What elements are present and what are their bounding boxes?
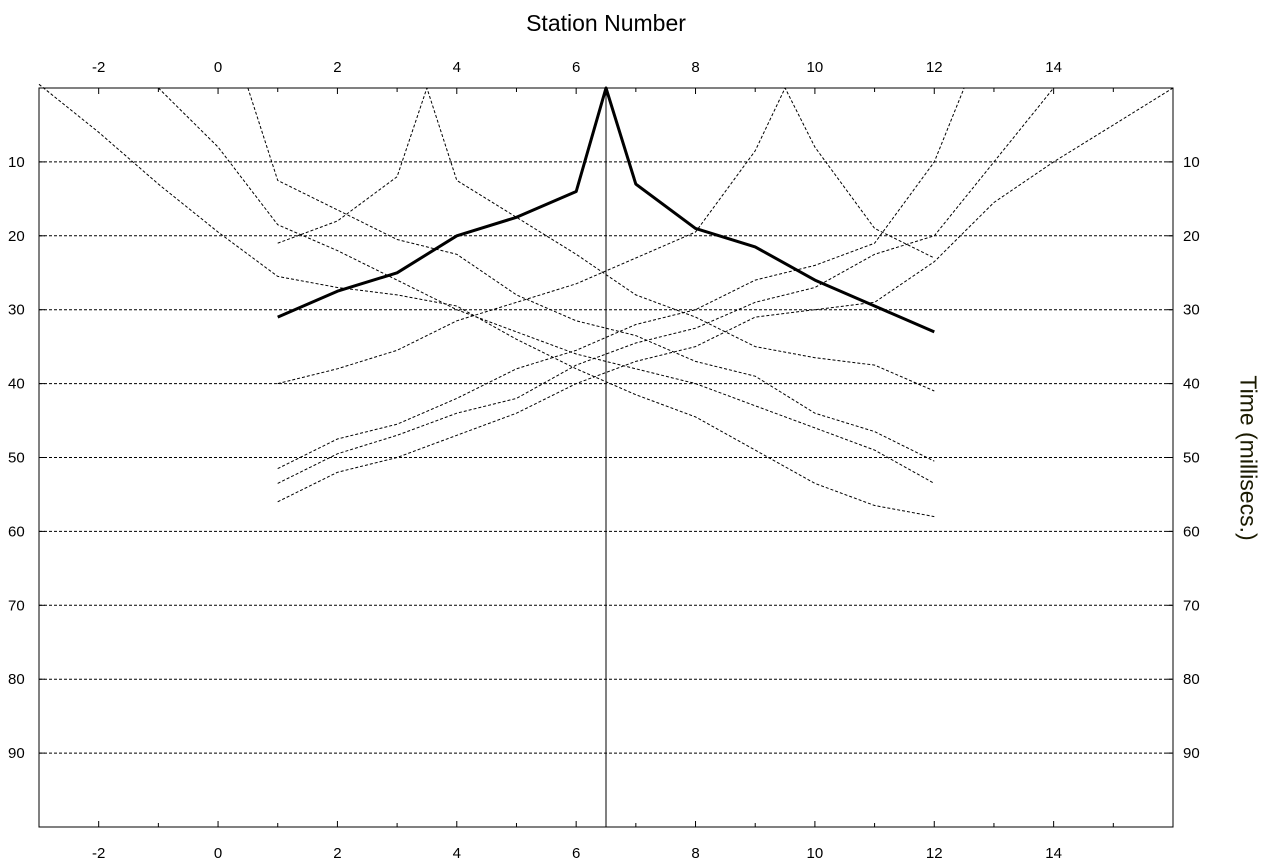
y-tick-label-right: 70 (1183, 597, 1200, 614)
x-tick-label-bottom: 2 (333, 845, 341, 862)
x-tick-label-bottom: -2 (92, 845, 105, 862)
y-tick-label-right: 80 (1183, 671, 1200, 688)
y-tick-label-right: 20 (1183, 228, 1200, 245)
y-tick-label-left: 20 (8, 228, 25, 245)
series-line-5 (277, 87, 935, 392)
y-tick-label-right: 10 (1183, 154, 1200, 171)
y-tick-label-left: 70 (8, 597, 25, 614)
series-line-2 (38, 83, 935, 518)
y-tick-label-right: 90 (1183, 745, 1200, 762)
y-tick-label-right: 60 (1183, 523, 1200, 540)
x-tick-label-bottom: 4 (453, 845, 461, 862)
x-tick-label-top: 4 (453, 59, 461, 76)
y-tick-label-right: 30 (1183, 302, 1200, 319)
x-tick-label-top: 14 (1045, 59, 1062, 76)
series-line-6 (277, 87, 935, 385)
x-tick-label-bottom: 12 (926, 845, 943, 862)
x-tick-label-top: 12 (926, 59, 943, 76)
x-tick-label-bottom: 6 (572, 845, 580, 862)
x-tick-label-top: 10 (807, 59, 824, 76)
series-line-4 (247, 87, 935, 462)
series-line-9 (277, 87, 1174, 503)
x-tick-label-top: 0 (214, 59, 222, 76)
y-tick-label-left: 80 (8, 671, 25, 688)
y-tick-label-right: 40 (1183, 376, 1200, 393)
series-line-3 (158, 87, 935, 484)
x-tick-label-bottom: 8 (691, 845, 699, 862)
y-tick-label-left: 40 (8, 376, 25, 393)
x-tick-label-bottom: 10 (807, 845, 824, 862)
x-tick-label-top: 2 (333, 59, 341, 76)
x-tick-label-top: 6 (572, 59, 580, 76)
x-axis-label: Station Number (526, 10, 686, 36)
x-tick-label-top: 8 (691, 59, 699, 76)
y-tick-label-left: 90 (8, 745, 25, 762)
x-tick-label-bottom: 0 (214, 845, 222, 862)
x-tick-label-bottom: 14 (1045, 845, 1062, 862)
y-tick-label-right: 50 (1183, 450, 1200, 467)
series-line-7 (277, 87, 965, 470)
y-tick-label-left: 50 (8, 450, 25, 467)
series-line-8 (277, 87, 1054, 484)
y-tick-label-left: 30 (8, 302, 25, 319)
y-tick-label-left: 10 (8, 154, 25, 171)
y-tick-label-left: 60 (8, 523, 25, 540)
x-tick-label-top: -2 (92, 59, 105, 76)
